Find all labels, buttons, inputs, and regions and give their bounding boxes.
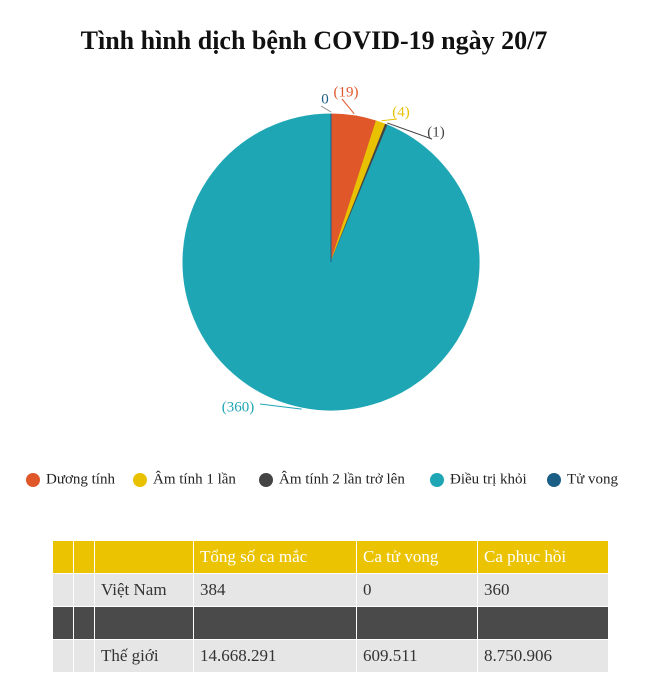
legend-marker (133, 473, 147, 487)
header-cell: Ca phục hồi (477, 540, 609, 574)
legend-label: Tử vong (567, 471, 619, 487)
cell: 384 (193, 573, 357, 607)
legend-marker (430, 473, 444, 487)
legend-label: Âm tính 1 lần (153, 470, 236, 487)
leader-line (320, 105, 332, 113)
data-table: Tổng số ca mắc Ca tử vong Ca phục hồi Vi… (52, 540, 609, 673)
legend-marker (26, 473, 40, 487)
data-label: (4) (392, 104, 410, 120)
leader-line (341, 98, 355, 115)
table-header: Tổng số ca mắc Ca tử vong Ca phục hồi (52, 540, 609, 574)
cell: 360 (477, 573, 609, 607)
legend-marker (547, 473, 561, 487)
legend-label: Điều trị khỏi (450, 471, 527, 487)
chart-title: Tình hình dịch bệnh COVID-19 ngày 20/7 (81, 26, 548, 55)
legend-label: Dương tính (46, 471, 115, 487)
separator-row (52, 606, 609, 640)
row-label: Thế giới (94, 639, 194, 673)
cell: 14.668.291 (193, 639, 357, 673)
legend-marker (259, 473, 273, 487)
row-label: Việt Nam (94, 573, 194, 607)
cell: 8.750.906 (477, 639, 609, 673)
data-label: (19) (334, 84, 359, 100)
chart: Tình hình dịch bệnh COVID-19 ngày 20/7 (… (26, 26, 619, 487)
leader-line (259, 403, 302, 410)
table-row: Thế giới 14.668.291 609.511 8.750.906 (52, 639, 609, 673)
header-cell: Ca tử vong (356, 540, 478, 574)
table-row: Việt Nam 384 0 360 (52, 573, 609, 607)
data-label: (1) (427, 124, 445, 140)
leader-line (381, 118, 398, 122)
header-cell: Tổng số ca mắc (193, 540, 357, 574)
data-label: 0 (321, 91, 329, 107)
data-label: (360) (222, 399, 255, 415)
leader-line (387, 122, 433, 140)
cell: 0 (356, 573, 478, 607)
cell: 609.511 (356, 639, 478, 673)
legend-label: Âm tính 2 lần trở lên (279, 470, 405, 487)
